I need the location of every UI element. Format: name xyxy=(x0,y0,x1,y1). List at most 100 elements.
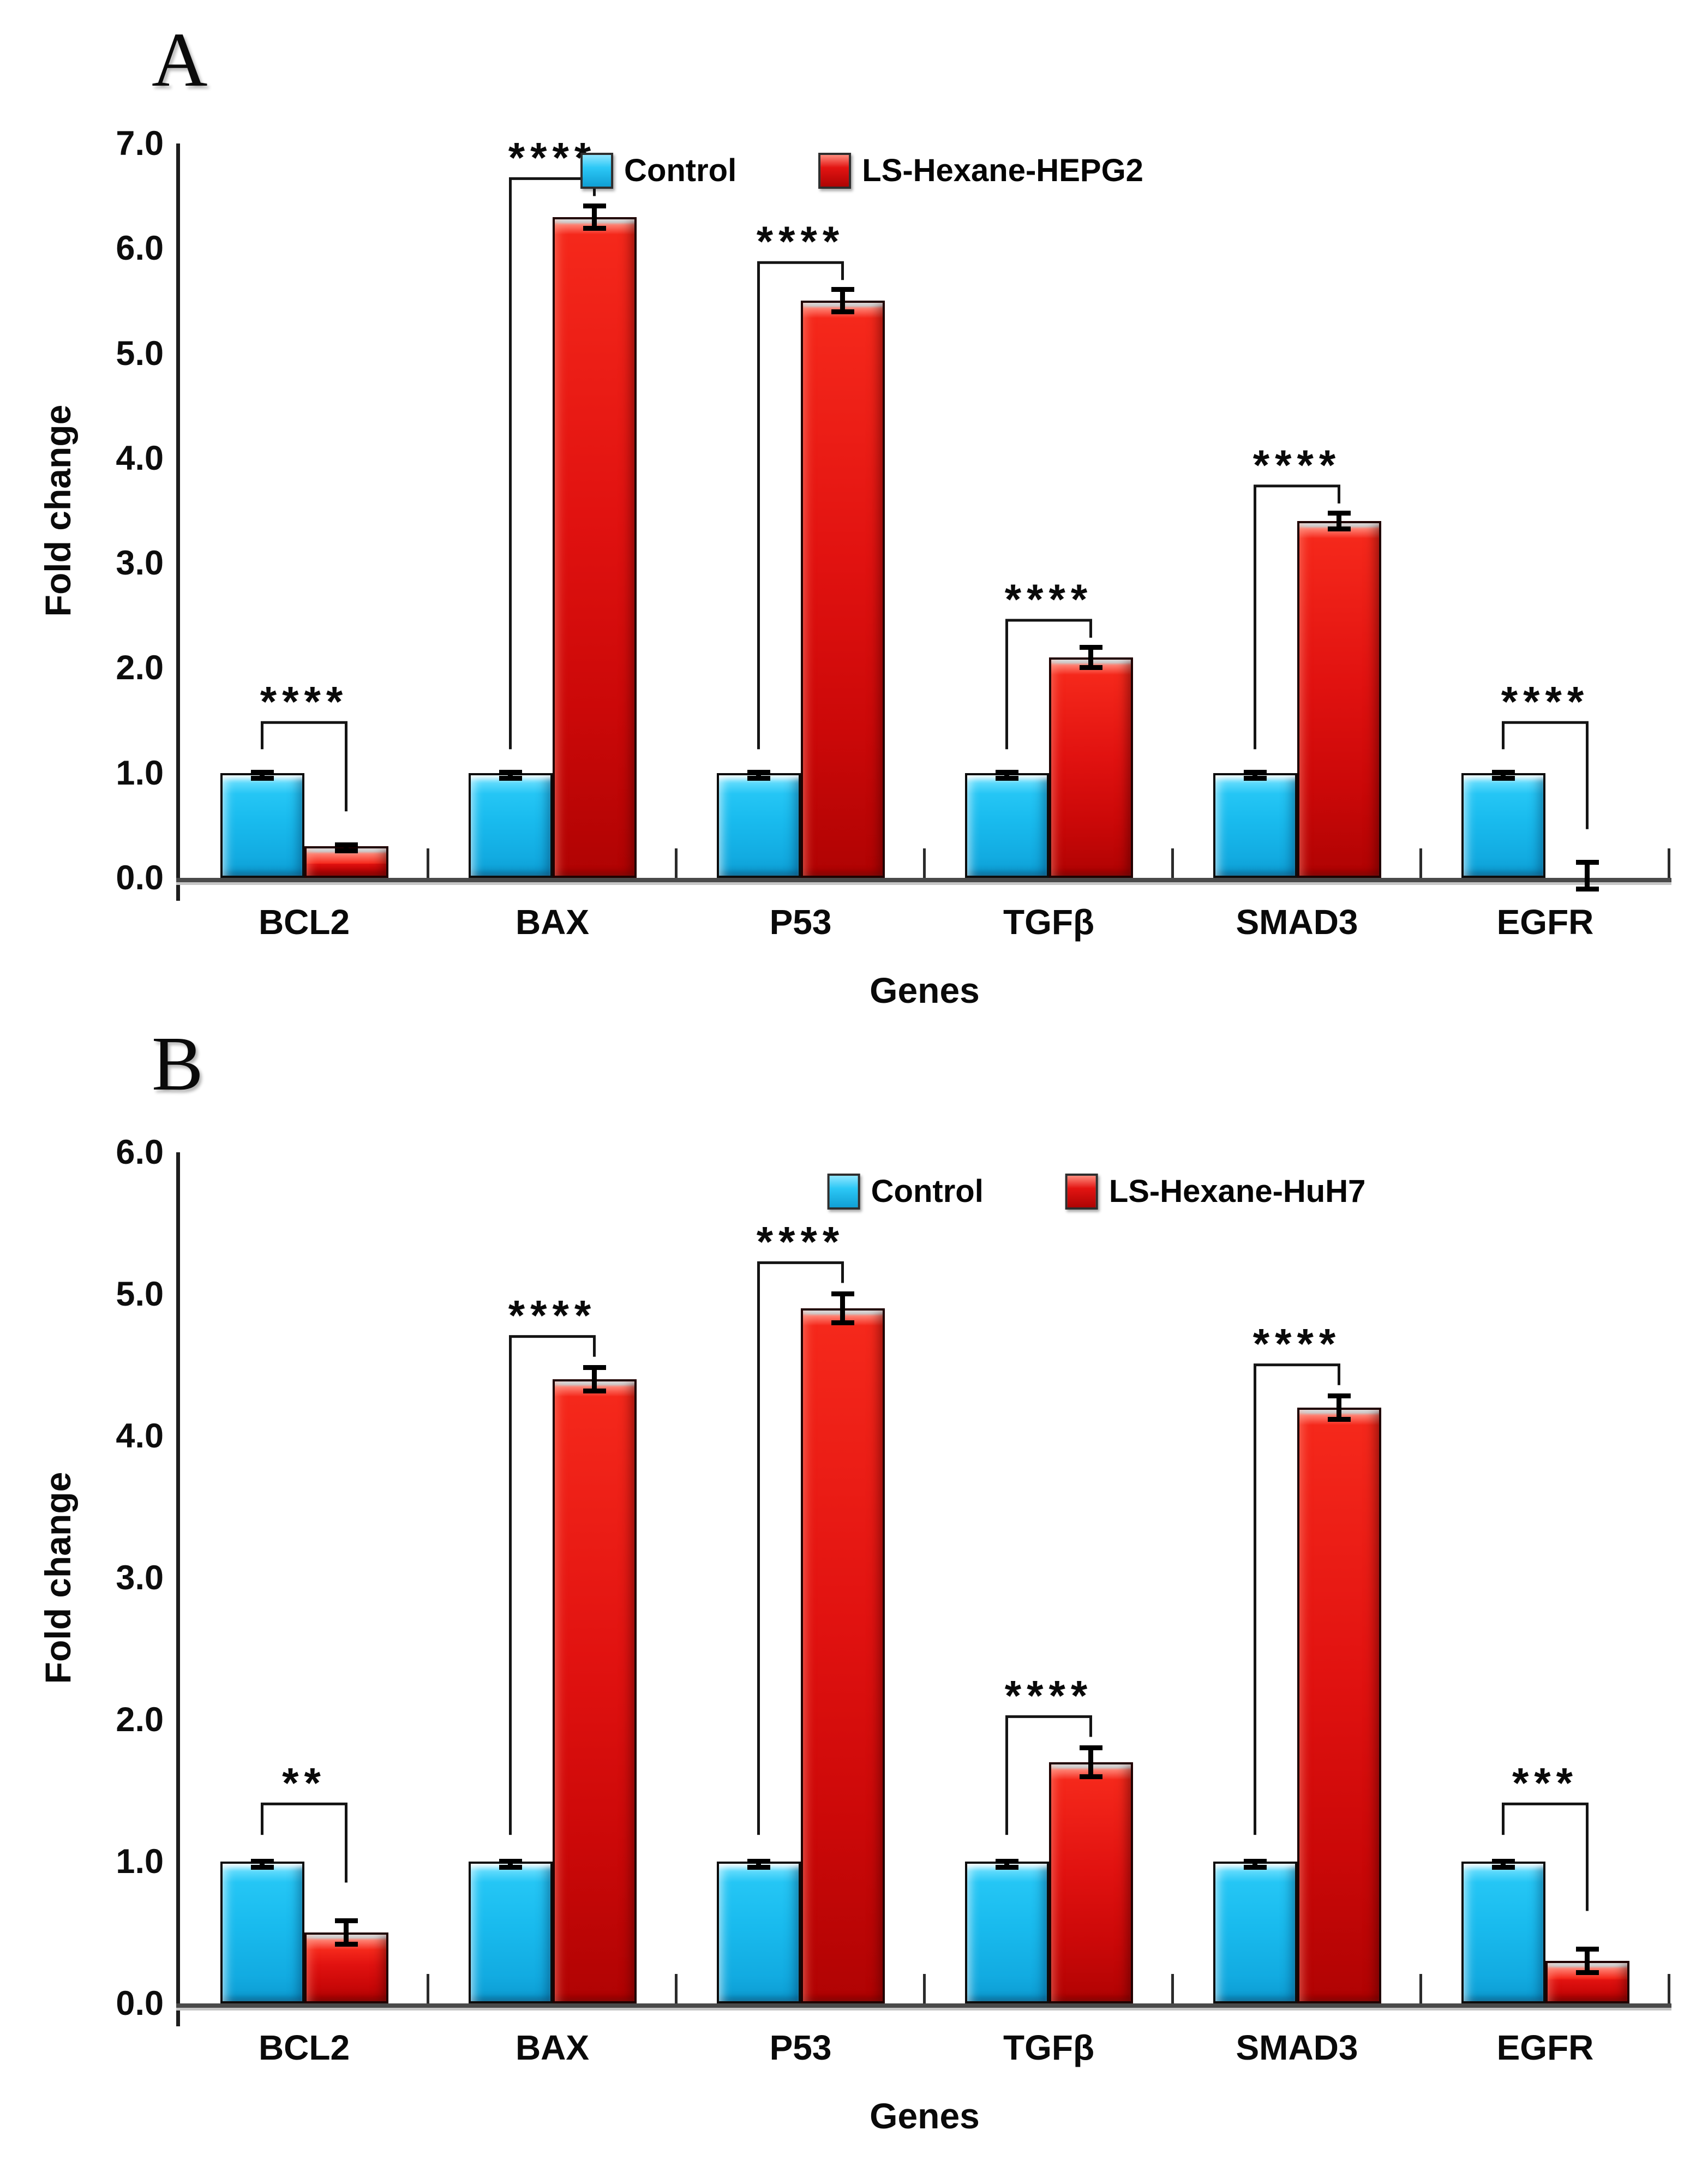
x-axis-tick xyxy=(427,1974,429,2003)
error-bar xyxy=(995,1858,1018,1870)
x-axis-tick xyxy=(427,848,429,878)
significance-bracket xyxy=(1254,484,1340,750)
x-axis-category-labels: BCL2 BAX P53 TGFβ SMAD3 EGFR xyxy=(180,902,1669,942)
error-bar xyxy=(334,842,358,853)
x-axis-tick xyxy=(1171,1974,1174,2003)
legend-swatch-control xyxy=(827,1173,860,1210)
significance-stars: **** xyxy=(1005,1671,1093,1719)
bar-control-BCL2 xyxy=(220,1862,304,2003)
gene-label: P53 xyxy=(769,902,832,942)
significance-bracket xyxy=(509,177,596,750)
error-bar xyxy=(1575,860,1599,891)
legend-label: Control xyxy=(624,153,737,188)
significance-stars: **** xyxy=(260,677,348,725)
y-axis-line xyxy=(176,1152,180,2026)
x-axis-tick xyxy=(923,1974,926,2003)
significance-stars: **** xyxy=(1501,677,1589,725)
significance-bracket xyxy=(509,1335,596,1835)
significance-layer: ********************* xyxy=(261,1217,1589,1911)
error-bar xyxy=(250,769,274,781)
significance-bracket xyxy=(1502,721,1589,829)
significance-bracket xyxy=(1005,619,1092,750)
significance-stars: **** xyxy=(508,133,596,181)
gene-label: EGFR xyxy=(1496,2028,1594,2067)
error-bar xyxy=(1079,1745,1102,1780)
y-axis-line xyxy=(176,143,180,901)
bar-treated-SMAD3 xyxy=(1297,1408,1381,2003)
legend-label: LS-Hexane-HuH7 xyxy=(1108,1174,1366,1209)
legend-label: Control xyxy=(871,1174,984,1209)
legend-swatch-treatment xyxy=(818,152,852,189)
bar-control-SMAD3 xyxy=(1213,1862,1297,2003)
error-bar xyxy=(747,769,770,781)
error-bar xyxy=(1243,1858,1267,1870)
error-bar xyxy=(499,769,522,781)
significance-stars: **** xyxy=(1253,441,1341,489)
bar-control-P53 xyxy=(716,773,801,878)
significance-bracket xyxy=(261,721,347,812)
error-bar xyxy=(334,1918,358,1947)
gene-label: SMAD3 xyxy=(1236,902,1358,942)
x-axis-line xyxy=(176,878,1671,882)
y-axis-title: Fold change xyxy=(38,1471,78,1684)
plot-area: ** **** **** **** **** *** xyxy=(176,1152,1671,2026)
bar-control-EGFR xyxy=(1461,773,1545,878)
x-axis-tick xyxy=(675,1974,678,2003)
x-axis-category-labels: BCL2 BAX P53 TGFβ SMAD3 EGFR xyxy=(180,2027,1669,2068)
legend: Control LS-Hexane-HEPG2 xyxy=(580,152,1143,189)
gene-label: BCL2 xyxy=(258,902,350,942)
significance-bracket xyxy=(1005,1715,1092,1835)
y-axis-tick-label: 5.0 xyxy=(116,1275,164,1313)
bar-control-P53 xyxy=(716,1862,801,2003)
significance-bracket xyxy=(1254,1363,1340,1835)
bar-control-BCL2 xyxy=(220,773,304,878)
significance-bracket xyxy=(757,261,844,750)
x-axis-tick xyxy=(1668,848,1670,878)
panel-letter: A xyxy=(152,16,208,103)
legend-label: LS-Hexane-HEPG2 xyxy=(862,153,1143,188)
x-axis-tick xyxy=(675,848,678,878)
significance-stars: **** xyxy=(1005,575,1093,623)
x-axis-tick xyxy=(1171,848,1174,878)
plot-area: **** **** **** **** **** **** xyxy=(176,133,1671,901)
gene-label: TGFβ xyxy=(1003,2028,1095,2067)
x-axis-tick xyxy=(1419,848,1422,878)
significance-bracket xyxy=(1502,1802,1589,1911)
error-bar xyxy=(583,203,606,231)
significance-stars: **** xyxy=(508,1291,596,1339)
gene-label: BCL2 xyxy=(258,2028,350,2067)
y-axis-tick-label: 4.0 xyxy=(116,1417,164,1455)
gene-label: BAX xyxy=(515,902,590,942)
error-bar xyxy=(747,1858,770,1870)
legend-item-treatment: LS-Hexane-HuH7 xyxy=(1065,1173,1366,1210)
bar-treated-BAX xyxy=(552,1379,637,2003)
bar-control-TGFβ xyxy=(964,1862,1049,2003)
legend: Control LS-Hexane-HuH7 xyxy=(827,1173,1366,1210)
y-axis-tick-label: 1.0 xyxy=(116,1842,164,1881)
y-axis-tick-label: 2.0 xyxy=(116,1701,164,1739)
bar-treated-P53 xyxy=(800,1308,885,2003)
error-bar xyxy=(1491,1858,1515,1870)
significance-bracket xyxy=(261,1802,347,1883)
error-bar xyxy=(499,1858,522,1870)
significance-stars: ** xyxy=(282,1758,326,1806)
x-axis-title: Genes xyxy=(870,970,980,1010)
error-bar xyxy=(1243,769,1267,781)
error-bar xyxy=(831,1291,854,1326)
bar-treated-BAX xyxy=(552,217,637,878)
x-axis-title: Genes xyxy=(870,2096,980,2136)
error-bar xyxy=(250,1858,274,1870)
bar-treated-TGFβ xyxy=(1048,657,1133,878)
x-axis-line xyxy=(176,2003,1671,2008)
x-axis-tick xyxy=(1419,1974,1422,2003)
x-axis-tick xyxy=(923,848,926,878)
y-axis-tick-label: 6.0 xyxy=(116,1133,164,1171)
significance-stars: **** xyxy=(757,217,844,265)
bar-control-SMAD3 xyxy=(1213,773,1297,878)
significance-layer: **** **** **** **** **** **** xyxy=(260,133,1589,829)
bar-treated-TGFβ xyxy=(1048,1762,1133,2003)
bar-control-BAX xyxy=(468,773,553,878)
error-bar xyxy=(1327,1393,1351,1422)
